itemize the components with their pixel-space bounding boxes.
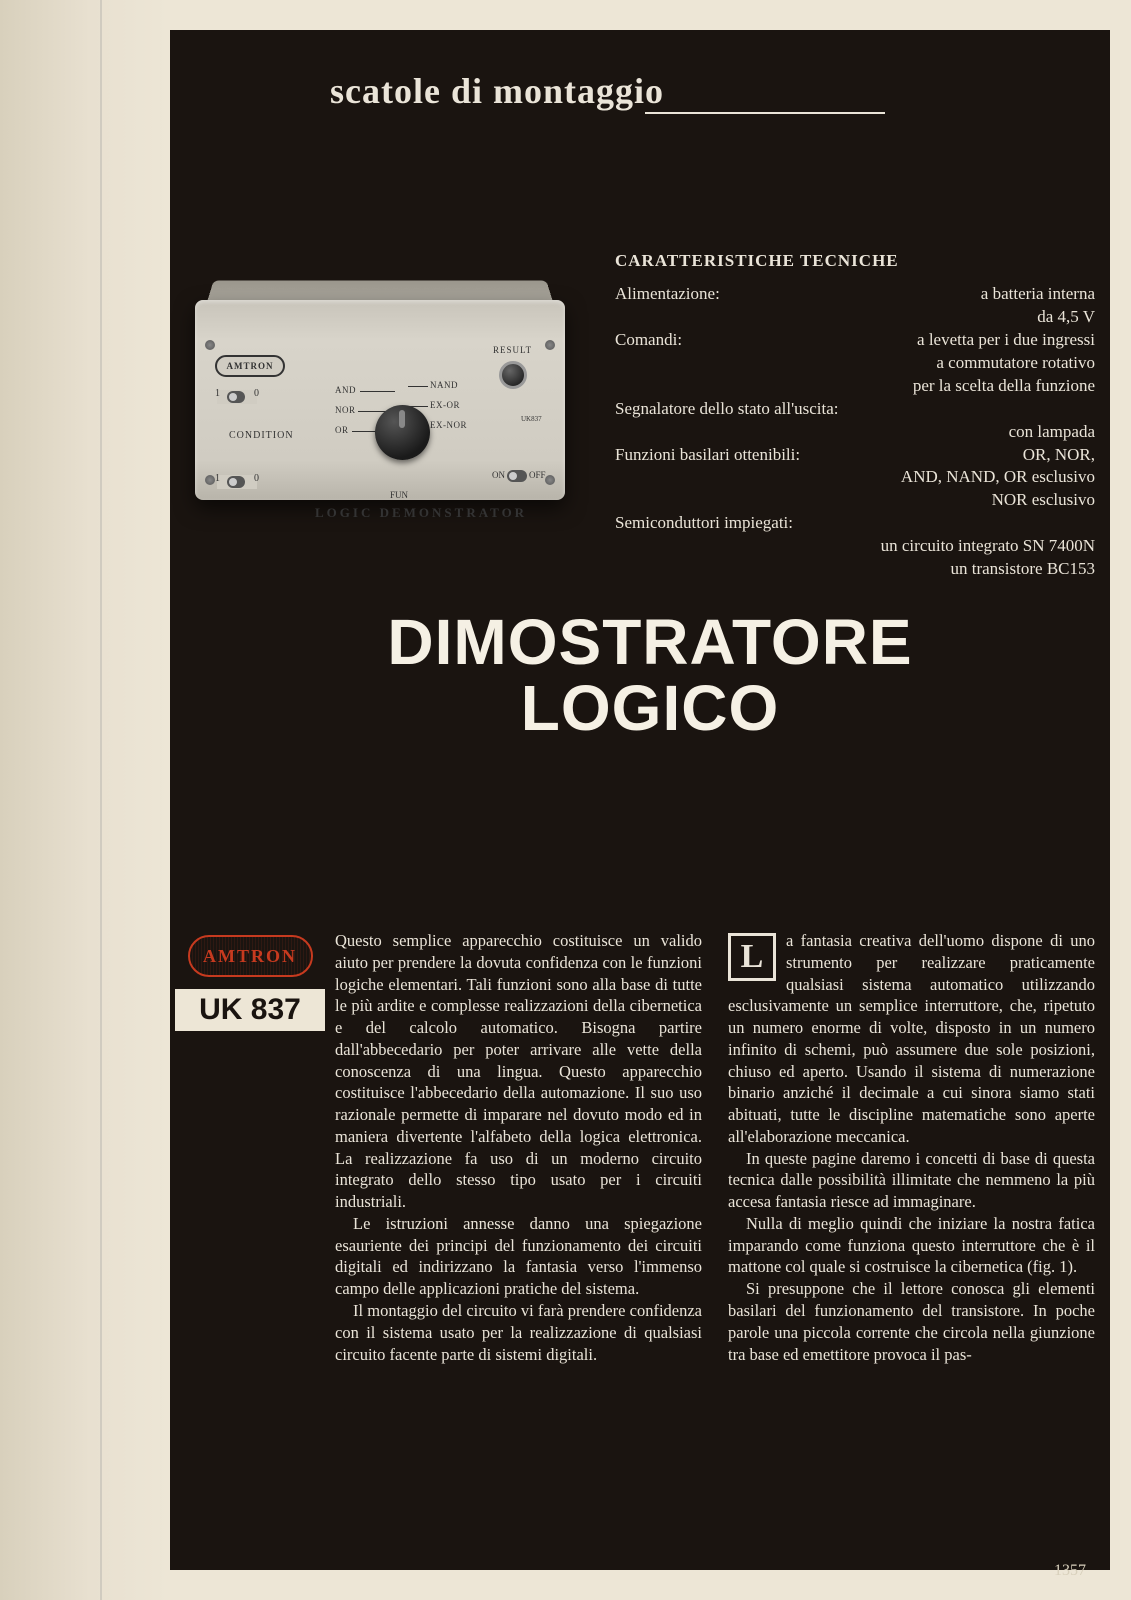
knob-label-nor: NOR bbox=[335, 405, 356, 415]
knob-label-exnor: EX-NOR bbox=[430, 420, 467, 430]
paragraph-text: a fantasia creativa dell'uomo dispone di… bbox=[728, 931, 1095, 1146]
series-title-underline bbox=[645, 112, 885, 114]
device-brand-logo: AMTRON bbox=[215, 355, 285, 377]
fun-label: FUN bbox=[390, 490, 408, 500]
on-label: ON bbox=[492, 470, 505, 480]
screw-icon bbox=[545, 475, 555, 485]
spec-row: Funzioni basilari ottenibili: OR, NOR, bbox=[615, 444, 1095, 467]
spec-value: un circuito integrato SN 7400N bbox=[615, 535, 1095, 558]
title-line1: DIMOSTRATORE bbox=[210, 610, 1090, 676]
spec-value: per la scelta della funzione bbox=[615, 375, 1095, 398]
condition-toggle-2 bbox=[217, 475, 257, 489]
article-body: Questo semplice apparecchio costituisce … bbox=[335, 930, 1095, 1365]
paragraph: Si presuppone che il lettore conosca gli… bbox=[728, 1278, 1095, 1365]
drop-cap: L bbox=[728, 933, 776, 981]
screw-icon bbox=[205, 475, 215, 485]
device-front-panel: AMTRON CONDITION AND NOR OR NAND EX-OR E… bbox=[195, 300, 565, 500]
rotary-knob-icon bbox=[375, 405, 430, 460]
series-title: scatole di montaggio bbox=[330, 70, 1030, 112]
brand-block: AMTRON UK 837 bbox=[175, 935, 325, 1031]
paragraph: Le istruzioni annesse danno una spiegazi… bbox=[335, 1213, 702, 1300]
spec-value: a commutatore rotativo bbox=[615, 352, 1095, 375]
title-line2: LOGICO bbox=[210, 676, 1090, 742]
spec-value: OR, NOR, bbox=[1023, 444, 1095, 467]
spec-value: AND, NAND, OR esclusivo bbox=[615, 466, 1095, 489]
toggle-switch-icon bbox=[227, 476, 245, 488]
spec-label: Comandi: bbox=[615, 329, 682, 352]
knob-label-exor: EX-OR bbox=[430, 400, 460, 410]
device-model-label: UK837 bbox=[521, 415, 542, 423]
knob-label-or: OR bbox=[335, 425, 349, 435]
article-title: DIMOSTRATORE LOGICO bbox=[210, 610, 1090, 742]
paragraph: Il montaggio del circuito vi farà prende… bbox=[335, 1300, 702, 1365]
page-number: 1357 bbox=[1054, 1562, 1086, 1580]
spec-value: con lampada bbox=[615, 421, 1095, 444]
toggle-switch-icon bbox=[507, 470, 527, 482]
product-code: UK 837 bbox=[175, 989, 325, 1031]
column-1: Questo semplice apparecchio costituisce … bbox=[335, 930, 702, 1365]
screw-icon bbox=[545, 340, 555, 350]
condition-toggle-1 bbox=[217, 390, 257, 404]
device-illustration: AMTRON CONDITION AND NOR OR NAND EX-OR E… bbox=[195, 270, 565, 520]
spec-row: Alimentazione: a batteria interna bbox=[615, 283, 1095, 306]
function-selector: AND NOR OR NAND EX-OR EX-NOR bbox=[330, 365, 470, 505]
specs-title: CARATTERISTICHE TECNICHE bbox=[615, 250, 1095, 273]
spec-label: Funzioni basilari ottenibili: bbox=[615, 444, 800, 467]
result-label: RESULT bbox=[493, 345, 532, 355]
spec-label: Segnalatore dello stato all'uscita: bbox=[615, 398, 1095, 421]
knob-label-nand: NAND bbox=[430, 380, 458, 390]
technical-specs: CARATTERISTICHE TECNICHE Alimentazione: … bbox=[615, 250, 1095, 581]
spec-value: a levetta per i due ingressi bbox=[917, 329, 1095, 352]
condition-label: CONDITION bbox=[229, 430, 294, 441]
spec-value: NOR esclusivo bbox=[615, 489, 1095, 512]
paragraph: L a fantasia creativa dell'uomo dispone … bbox=[728, 930, 1095, 1148]
paragraph: In queste pagine daremo i concetti di ba… bbox=[728, 1148, 1095, 1213]
column-2: L a fantasia creativa dell'uomo dispone … bbox=[728, 930, 1095, 1365]
margin-rule bbox=[100, 0, 102, 1600]
spec-value: un transistore BC153 bbox=[615, 558, 1095, 581]
spec-label: Semiconduttori impiegati: bbox=[615, 512, 1095, 535]
spec-row: Comandi: a levetta per i due ingressi bbox=[615, 329, 1095, 352]
spec-value: da 4,5 V bbox=[615, 306, 1095, 329]
toggle-switch-icon bbox=[227, 391, 245, 403]
brand-logo: AMTRON bbox=[188, 935, 313, 977]
result-section: RESULT bbox=[493, 345, 532, 389]
result-lamp-icon bbox=[499, 361, 527, 389]
knob-pointer-line bbox=[360, 391, 395, 392]
page: scatole di montaggio AMTRON CONDITION AN… bbox=[0, 0, 1131, 1600]
device-title-label: LOGIC DEMONSTRATOR bbox=[315, 505, 527, 521]
knob-label-and: AND bbox=[335, 385, 356, 395]
spec-label: Alimentazione: bbox=[615, 283, 720, 306]
off-label: OFF bbox=[529, 470, 546, 480]
spec-value: a batteria interna bbox=[981, 283, 1095, 306]
knob-pointer-line bbox=[408, 386, 428, 387]
paragraph: Nulla di meglio quindi che iniziare la n… bbox=[728, 1213, 1095, 1278]
power-toggle: ON OFF bbox=[492, 470, 546, 482]
paragraph: Questo semplice apparecchio costituisce … bbox=[335, 930, 702, 1213]
screw-icon bbox=[205, 340, 215, 350]
